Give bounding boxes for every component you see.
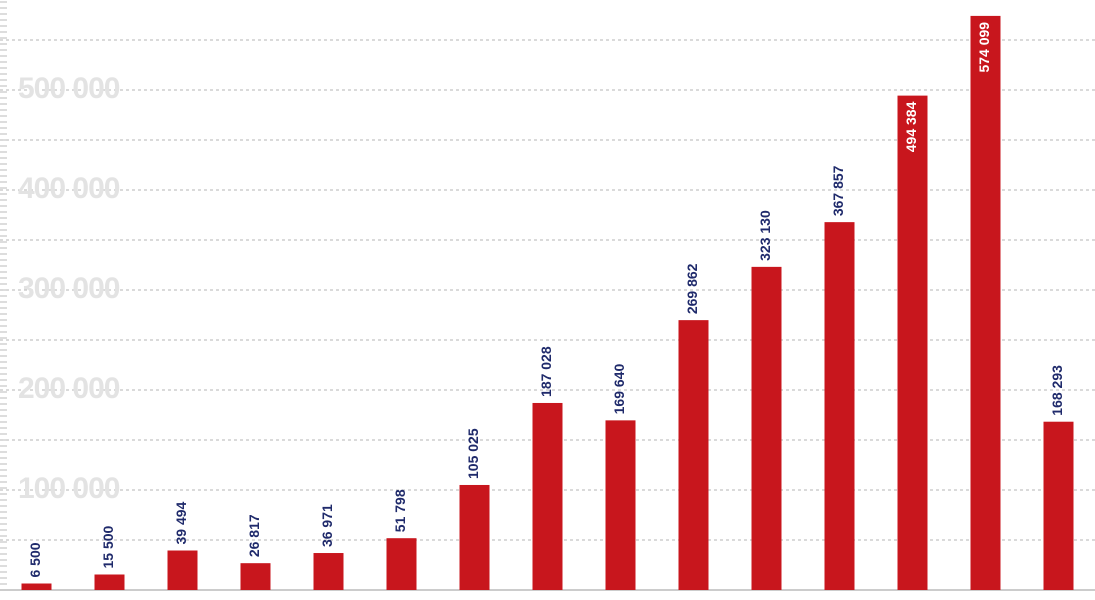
y-tick-label: 500 000 [18, 72, 120, 105]
bar [94, 574, 125, 590]
bar [605, 420, 636, 590]
bar [21, 583, 52, 590]
bar [167, 550, 198, 590]
bar [897, 95, 928, 590]
value-label: 494 384 [903, 101, 919, 152]
value-label: 36 971 [319, 504, 335, 547]
value-label: 39 494 [173, 501, 189, 544]
bar [751, 266, 782, 590]
bar [240, 563, 271, 590]
y-tick-label: 600 000 [18, 0, 120, 5]
bar [824, 222, 855, 590]
value-label: 26 817 [246, 514, 262, 557]
y-tick-label: 300 000 [18, 272, 120, 305]
bar [1043, 421, 1074, 590]
value-label: 367 857 [830, 165, 846, 216]
value-label: 269 862 [684, 263, 700, 314]
value-label: 323 130 [757, 210, 773, 261]
bar [532, 402, 563, 590]
value-label: 15 500 [100, 525, 116, 568]
value-label: 6 500 [27, 542, 43, 577]
bar [386, 538, 417, 590]
y-tick-label: 200 000 [18, 372, 120, 405]
bar [313, 553, 344, 590]
bar [970, 15, 1001, 590]
bar [678, 320, 709, 590]
bar [459, 484, 490, 590]
value-label: 51 798 [392, 489, 408, 532]
value-label: 169 640 [611, 364, 627, 415]
y-tick-label: 100 000 [18, 472, 120, 505]
value-label: 105 025 [465, 428, 481, 479]
value-label: 168 293 [1049, 365, 1065, 416]
value-label: 574 099 [976, 22, 992, 73]
value-label: 187 028 [538, 346, 554, 397]
y-tick-label: 400 000 [18, 172, 120, 205]
